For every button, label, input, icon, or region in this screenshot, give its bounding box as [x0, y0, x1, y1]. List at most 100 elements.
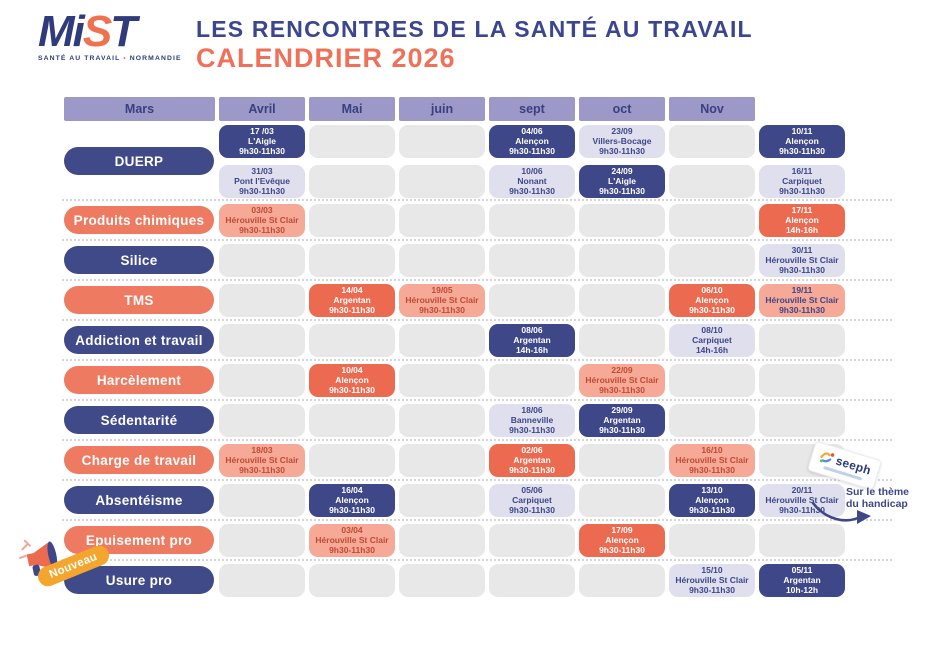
logo-letter: M: [38, 7, 75, 56]
event-cell: 04/06 Alençon 9h30-11h30: [489, 124, 575, 158]
event-cell: 05/06 Carpiquet 9h30-11h30: [489, 483, 575, 517]
row-label: Charge de travail: [64, 446, 214, 474]
month-header-row: Mars Avril Mai juin sept oct Nov: [64, 97, 854, 121]
event-place: Pont l'Evêque: [234, 176, 290, 186]
event-cell: 10/06 Nonant 9h30-11h30: [489, 164, 575, 198]
empty-cell: [489, 523, 575, 557]
event-cell: 31/03 Pont l'Evêque 9h30-11h30: [219, 164, 305, 198]
tagline-bullet: •: [123, 55, 127, 62]
empty-cell: [489, 243, 575, 277]
event-time: 9h30-11h30: [239, 146, 285, 156]
calendar-row: Absentéisme 16/04 Alençon 9h30-11h30 05/06 Ca…: [64, 482, 854, 518]
month-header: juin: [399, 97, 485, 121]
event-time: 9h30-11h30: [329, 305, 375, 315]
empty-cell: [399, 443, 485, 477]
event-time: 9h30-11h30: [599, 385, 645, 395]
empty-cell: [399, 164, 485, 198]
event-cell: 17 /03 L'Aigle 9h30-11h30: [219, 124, 305, 158]
empty-cell: [669, 523, 755, 557]
empty-cell: [219, 403, 305, 437]
event-time: 9h30-11h30: [599, 186, 645, 196]
event-date: 17/09: [611, 525, 633, 535]
event-cell: 02/06 Argentan 9h30-11h30: [489, 443, 575, 477]
event-time: 9h30-11h30: [689, 505, 735, 515]
row-separator: [62, 319, 892, 321]
event-date: 08/10: [701, 325, 723, 335]
event-place: Argentan: [513, 335, 551, 345]
row-label: Silice: [64, 246, 214, 274]
empty-cell: [399, 483, 485, 517]
event-date: 19/05: [431, 285, 453, 295]
event-place: Hérouville St Clair: [225, 215, 299, 225]
event-cell: 06/10 Alençon 9h30-11h30: [669, 283, 755, 317]
event-time: 14h-16h: [695, 345, 729, 355]
event-time: 9h30-11h30: [599, 425, 645, 435]
handicap-note: Sur le thème du handicap: [846, 486, 909, 510]
month-header: Avril: [219, 97, 305, 121]
event-place: Hérouville St Clair: [765, 495, 839, 505]
event-time: 9h30-11h30: [599, 545, 645, 555]
event-time: 9h30-11h30: [329, 385, 375, 395]
empty-cell: [399, 563, 485, 597]
handicap-note-line: du handicap: [846, 498, 908, 510]
page-subtitle: CALENDRIER 2026: [196, 43, 456, 73]
calendar-table: Mars Avril Mai juin sept oct Nov DUERP 17 /03 L'…: [62, 97, 892, 598]
event-time: 9h30-11h30: [509, 505, 555, 515]
empty-cell: [579, 203, 665, 237]
event-date: 18/03: [251, 445, 273, 455]
event-date: 02/06: [521, 445, 543, 455]
empty-cell: [669, 363, 755, 397]
event-place: L'Aigle: [248, 136, 276, 146]
empty-cell: [309, 403, 395, 437]
calendar-row: TMS 14/04 Argentan 9h30-11h30 19/05 Hérouvill…: [64, 282, 854, 318]
event-date: 03/04: [341, 525, 363, 535]
event-date: 14/04: [341, 285, 363, 295]
logo-letter: T: [110, 7, 137, 56]
empty-cell: [399, 323, 485, 357]
event-date: 10/06: [521, 166, 543, 176]
empty-cell: [579, 243, 665, 277]
calendar-row: Produits chimiques 03/03 Hérouville St Cla…: [64, 202, 854, 238]
event-cell: 03/04 Hérouville St Clair 9h30-11h30: [309, 523, 395, 557]
event-date: 16/11: [791, 166, 813, 176]
event-time: 9h30-11h30: [239, 465, 285, 475]
event-date: 17/11: [791, 205, 813, 215]
event-date: 16/04: [341, 485, 363, 495]
empty-cell: [489, 563, 575, 597]
empty-cell: [759, 323, 845, 357]
event-cell: 17/09 Alençon 9h30-11h30: [579, 523, 665, 557]
empty-cell: [399, 403, 485, 437]
empty-cell: [669, 403, 755, 437]
empty-cell: [759, 523, 845, 557]
empty-cell: [489, 203, 575, 237]
row-separator: [62, 359, 892, 361]
row-label: Harcèlement: [64, 366, 214, 394]
mist-logo-tagline: SANTÉ AU TRAVAIL • NORMANDIE: [38, 55, 188, 62]
event-place: Hérouville St Clair: [675, 455, 749, 465]
row-label: Absentéisme: [64, 486, 214, 514]
event-place: Argentan: [513, 455, 551, 465]
event-place: Hérouville St Clair: [585, 375, 659, 385]
event-cell: 10/04 Alençon 9h30-11h30: [309, 363, 395, 397]
event-time: 9h30-11h30: [779, 305, 825, 315]
event-place: Carpiquet: [512, 495, 552, 505]
row-label: DUERP: [64, 147, 214, 175]
event-time: 9h30-11h30: [239, 186, 285, 196]
empty-cell: [579, 563, 665, 597]
calendar-row: Epuisement pro 03/04 Hérouville St Clair 9h…: [64, 522, 854, 558]
event-time: 9h30-11h30: [509, 186, 555, 196]
event-date: 17 /03: [250, 126, 274, 136]
handicap-note-line: Sur le thème: [846, 486, 910, 498]
empty-cell: [219, 363, 305, 397]
empty-cell: [219, 563, 305, 597]
event-cell: 23/09 Villers-Bocage 9h30-11h30: [579, 124, 665, 158]
event-date: 30/11: [791, 245, 813, 255]
empty-cell: [579, 443, 665, 477]
logo-letter: S: [82, 7, 112, 56]
empty-cell: [309, 203, 395, 237]
event-date: 04/06: [521, 126, 543, 136]
event-cell: 20/11 Hérouville St Clair 9h30-11h30: [759, 483, 845, 517]
event-date: 05/11: [791, 565, 813, 575]
event-date: 10/04: [341, 365, 363, 375]
